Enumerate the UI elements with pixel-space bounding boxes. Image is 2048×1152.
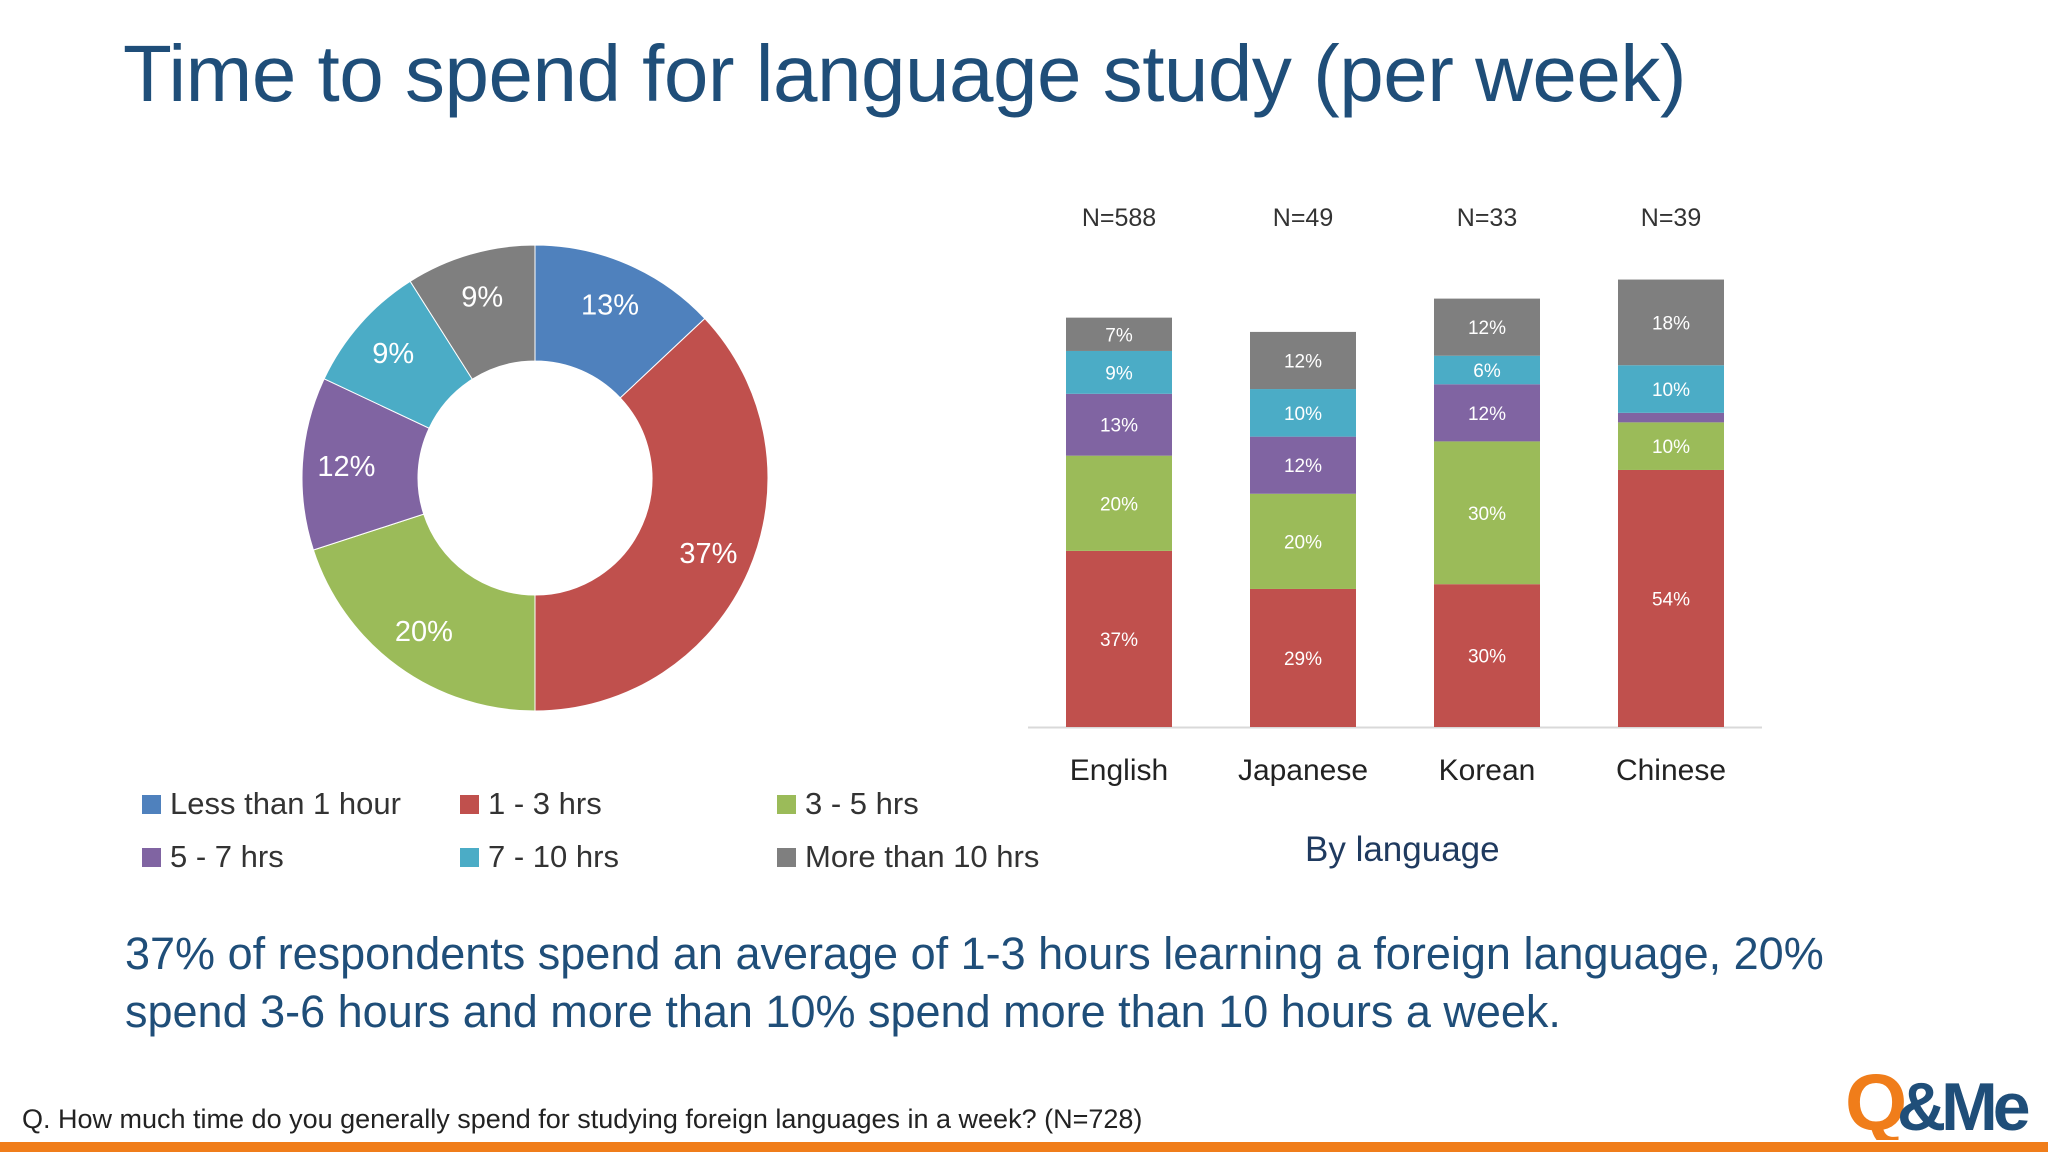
bar-segment [1066, 350, 1172, 394]
donut-slice-label: 13% [581, 290, 639, 322]
bar-segment-label: 10% [1652, 437, 1690, 458]
bar-segment [1066, 317, 1172, 351]
bar-sample-size-label: N=33 [1457, 204, 1517, 232]
survey-question: Q. How much time do you generally spend … [22, 1104, 1143, 1134]
donut-slice-label: 20% [395, 616, 453, 648]
bar-segment-label: 12% [1284, 351, 1322, 372]
bar-segment-label: 13% [1100, 416, 1138, 437]
bar-segment-label: 6% [1473, 361, 1501, 382]
legend-item-less-than-1-hour: Less than 1 hour [142, 786, 401, 822]
bar-segment [1250, 331, 1356, 390]
stacked-bar-chart: 37% 20% 13% 9% 7% N=588 English 29% 20% 12% 10% 12%… [1028, 204, 1762, 787]
bar-segment-label: 12% [1284, 456, 1322, 477]
donut-chart: 13% 37% 20% 12% 9% 9% [301, 244, 769, 712]
bar-segment-label: 20% [1284, 532, 1322, 553]
bar-segment [1434, 355, 1540, 385]
legend-label: 5 - 7 hrs [170, 839, 284, 874]
legend-item-3-5-hrs: 3 - 5 hrs [777, 786, 919, 822]
bar-segment [1618, 279, 1724, 366]
bar-segment-label: 30% [1468, 647, 1506, 668]
bar-segment [1066, 550, 1172, 727]
legend-label: Less than 1 hour [170, 786, 401, 821]
bar-segment [1434, 298, 1540, 356]
donut-slice-label: 9% [461, 282, 503, 314]
bar-segment-label: 30% [1468, 504, 1506, 525]
legend-swatch [142, 794, 161, 814]
bar-segment-label: 12% [1468, 404, 1506, 425]
bar-segment-label: 37% [1100, 630, 1138, 651]
donut-slice-label: 37% [679, 538, 737, 570]
donut-slice [534, 317, 769, 712]
legend-item-more-than-10-hrs: More than 10 hrs [777, 839, 1039, 875]
bar-segment [1434, 441, 1540, 585]
q-and-me-logo: Q &Me [1845, 1062, 2034, 1140]
bar-segment [1250, 389, 1356, 437]
footer-accent-bar [0, 1142, 2048, 1152]
legend-swatch [460, 847, 479, 867]
category-tick-label: Korean [1439, 754, 1536, 787]
bar-segment-label: 54% [1652, 589, 1690, 610]
legend-label: More than 10 hrs [805, 839, 1040, 874]
bar-sample-size-label: N=588 [1082, 204, 1156, 232]
donut-slice-label: 9% [372, 338, 414, 370]
legend-item-5-7-hrs: 5 - 7 hrs [142, 839, 284, 875]
bar-sample-size-label: N=49 [1273, 204, 1333, 232]
slide-title: Time to spend for language study (per we… [123, 29, 1687, 118]
bar-segment [1250, 436, 1356, 494]
donut-slice [409, 244, 536, 380]
legend-item-1-3-hrs: 1 - 3 hrs [460, 786, 602, 822]
bar-segment-label: 12% [1468, 318, 1506, 339]
bar-sample-size-label: N=39 [1641, 204, 1701, 232]
donut-slice [312, 513, 536, 712]
legend-label: 1 - 3 hrs [488, 786, 602, 821]
bar-segment [1618, 365, 1724, 413]
svg-text:&Me: &Me [1897, 1069, 2029, 1140]
legend-swatch [777, 794, 796, 814]
bar-chart-caption: By language [1305, 830, 1500, 869]
bar-segment [1066, 393, 1172, 456]
legend-item-7-10-hrs: 7 - 10 hrs [460, 839, 619, 875]
bar-segment-label: 20% [1100, 494, 1138, 515]
category-tick-label: English [1070, 754, 1168, 787]
summary-text: 37% of respondents spend an average of 1… [125, 928, 1824, 1037]
bar-segment [1066, 455, 1172, 551]
bar-segment [1618, 422, 1724, 470]
legend-swatch [142, 847, 161, 867]
bar-segment [1250, 493, 1356, 589]
legend-swatch [460, 794, 479, 814]
bar-segment-label: 29% [1284, 649, 1322, 670]
bar-segment [1618, 412, 1724, 423]
bar-segment [1434, 384, 1540, 442]
bar-segment-label: 9% [1105, 363, 1133, 384]
bar-segment-label: 10% [1284, 404, 1322, 425]
bar-segment [1618, 469, 1724, 727]
svg-text:Q: Q [1845, 1062, 1904, 1140]
bar-segment [1434, 584, 1540, 727]
bar-segment-label: 18% [1652, 313, 1690, 334]
legend-label: 3 - 5 hrs [805, 786, 919, 821]
legend-swatch [777, 847, 796, 867]
bar-segment [1250, 588, 1356, 727]
bar-segment-label: 10% [1652, 380, 1690, 401]
bar-segment-label: 7% [1105, 325, 1133, 346]
category-tick-label: Chinese [1616, 754, 1726, 787]
donut-slice-label: 12% [317, 451, 375, 483]
category-tick-label: Japanese [1238, 754, 1368, 787]
legend-label: 7 - 10 hrs [488, 839, 619, 874]
